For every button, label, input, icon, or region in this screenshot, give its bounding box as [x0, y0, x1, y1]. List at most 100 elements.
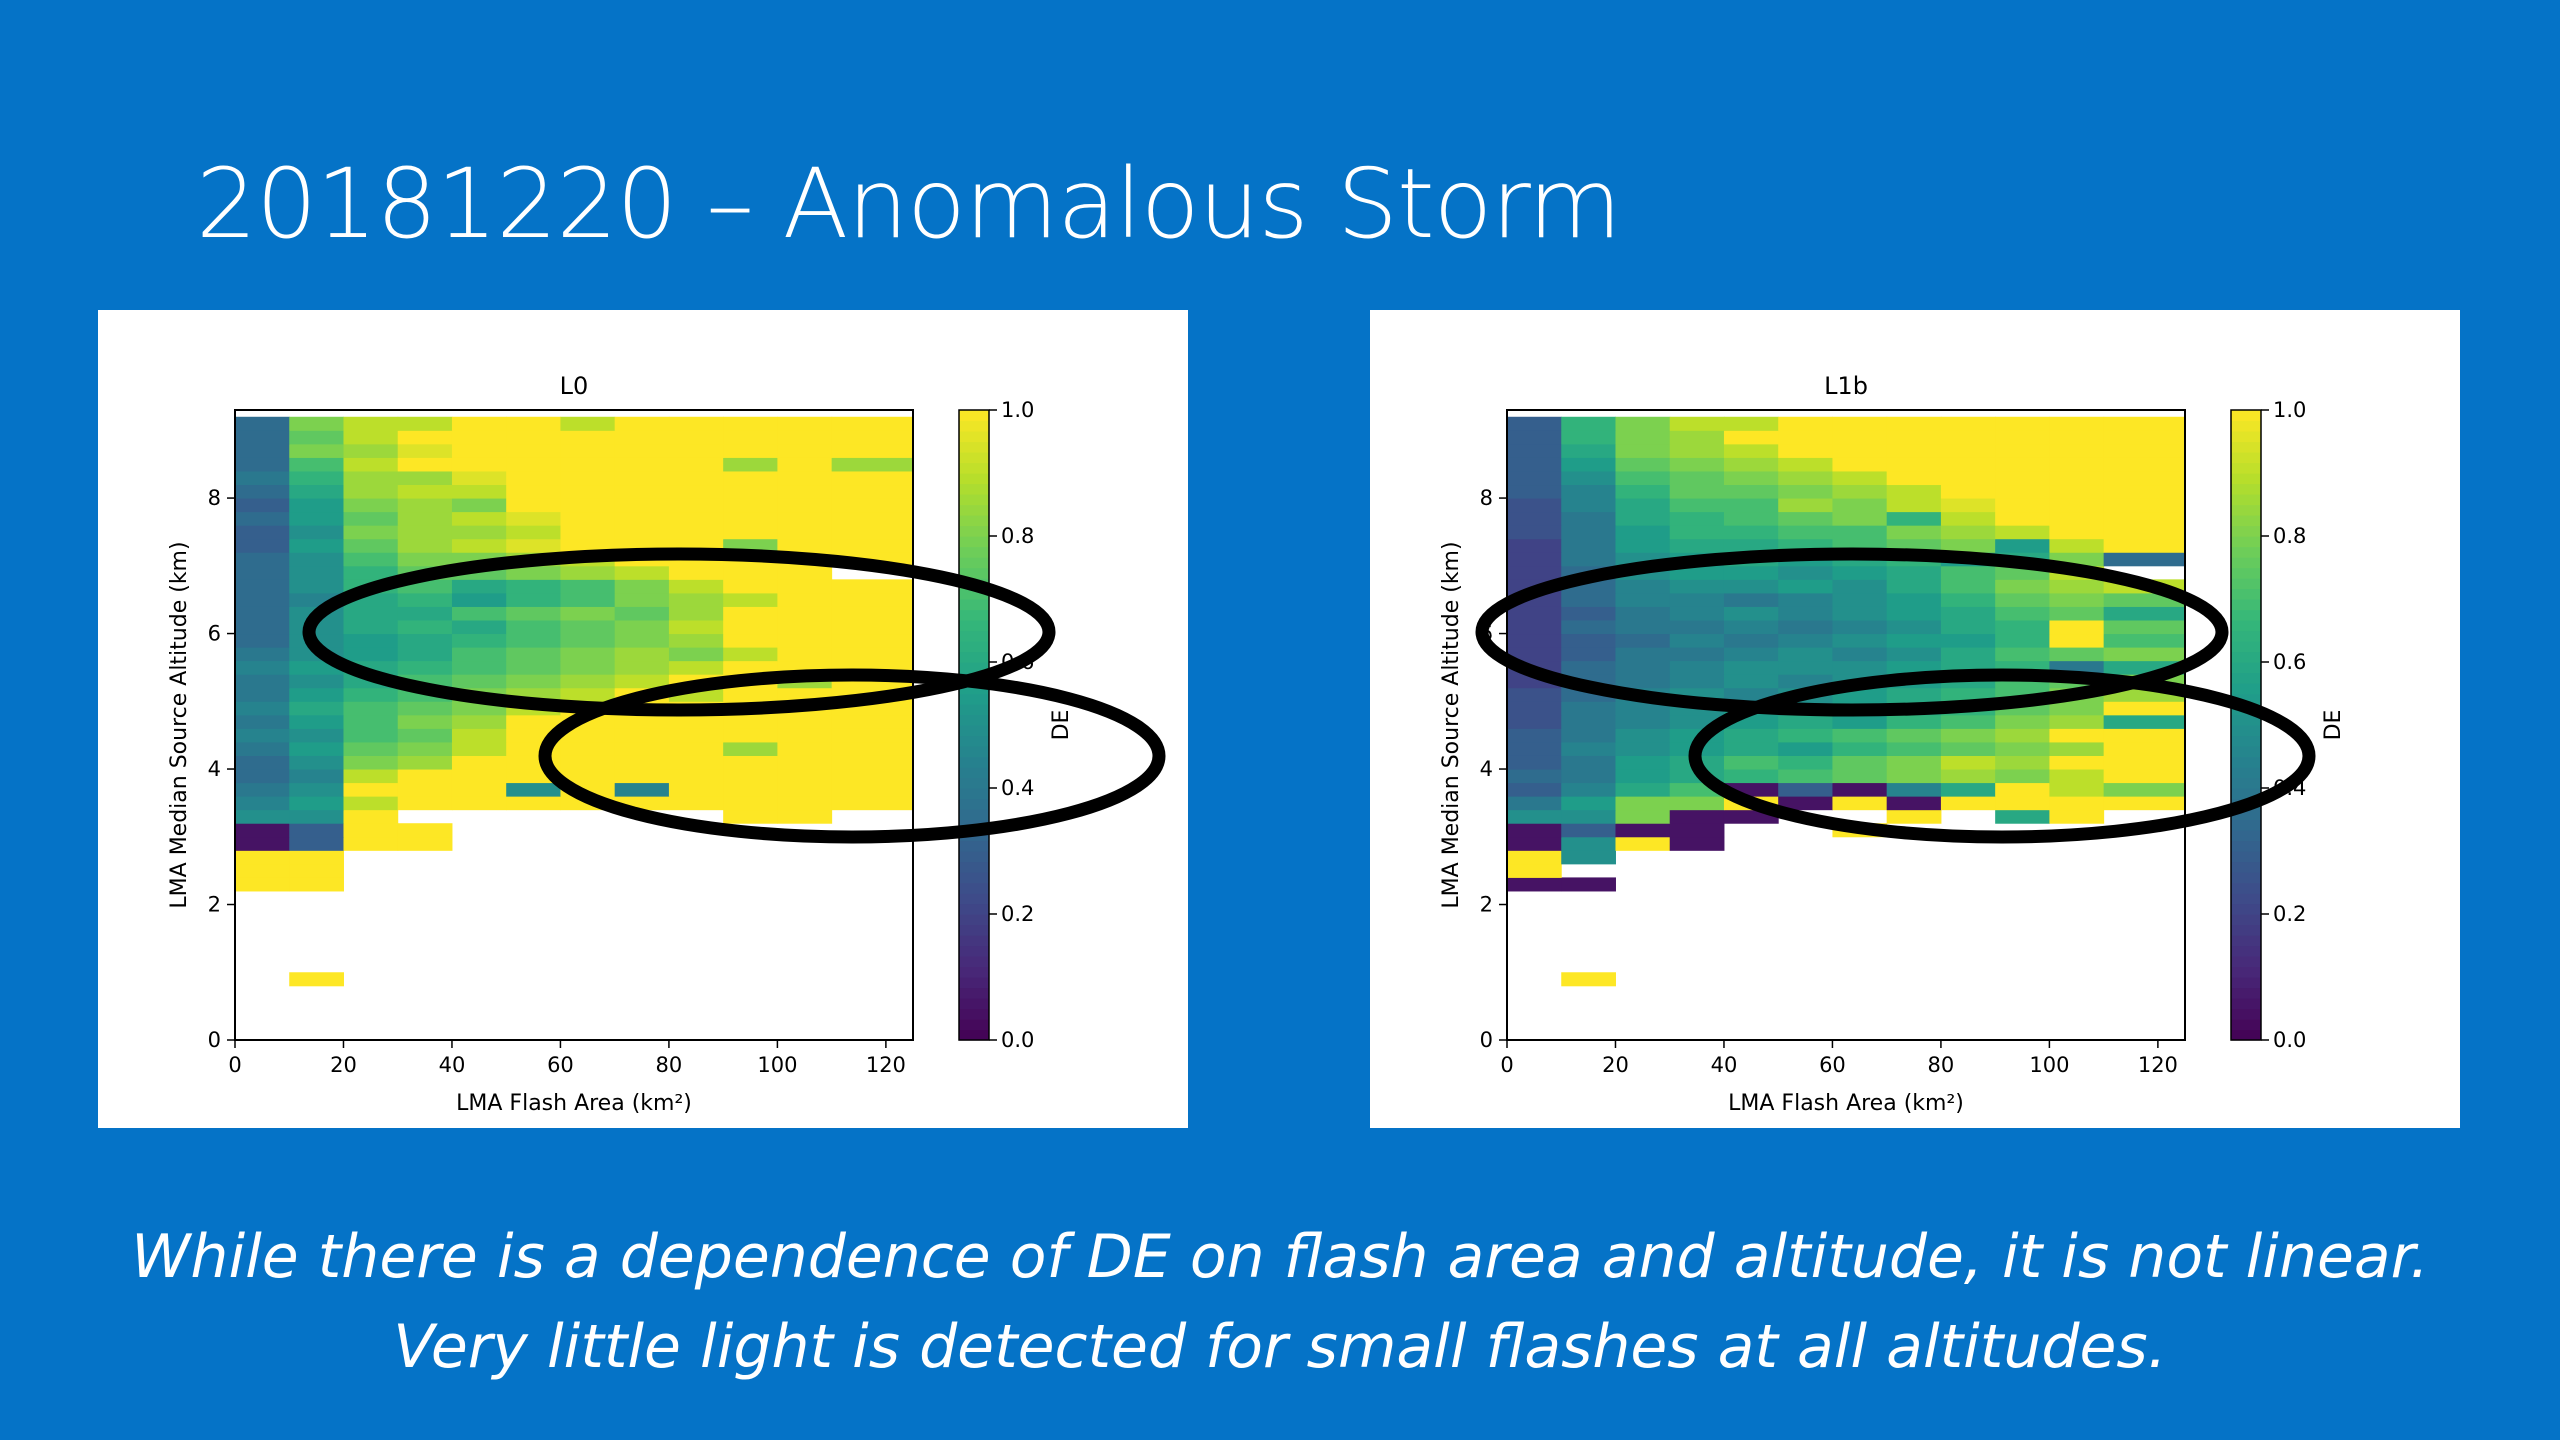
- heatmap-cell: [1940, 769, 1996, 784]
- heatmap-cell: [1886, 592, 1942, 607]
- colorbar-segment: [959, 788, 989, 800]
- heatmap-cell: [1832, 796, 1888, 811]
- heatmap-cell: [235, 714, 290, 729]
- heatmap-cell: [723, 741, 778, 756]
- heatmap-cell: [2103, 701, 2186, 716]
- heatmap-cell: [1669, 484, 1725, 499]
- heatmap-cell: [1507, 620, 1562, 635]
- heatmap-cell: [831, 647, 914, 662]
- heatmap-cell: [1832, 633, 1888, 648]
- heatmap-cell: [1723, 498, 1779, 513]
- heatmap-cell: [777, 430, 833, 445]
- colorbar-segment: [959, 798, 989, 810]
- heatmap-cell: [343, 511, 399, 526]
- heatmap-cell: [1723, 538, 1779, 553]
- heatmap-cell: [235, 877, 290, 892]
- heatmap-cell: [1507, 470, 1562, 486]
- heatmap-cell: [831, 714, 914, 729]
- colorbar-segment: [2231, 578, 2261, 590]
- heatmap-cell: [723, 714, 778, 729]
- y-tick-label: 4: [1480, 757, 1493, 781]
- heatmap-cell: [397, 769, 453, 784]
- heatmap-cell: [1886, 606, 1942, 621]
- heatmap-cell: [1995, 633, 2050, 648]
- colorbar-segment: [959, 567, 989, 579]
- heatmap-cell: [397, 606, 453, 621]
- heatmap-cell: [1886, 470, 1942, 486]
- heatmap-cell: [1778, 796, 1833, 811]
- y-tick-label: 2: [1480, 893, 1493, 917]
- heatmap-cell: [831, 620, 914, 635]
- colorbar-segment: [2231, 536, 2261, 548]
- heatmap-cell: [1615, 728, 1671, 743]
- y-tick-label: 0: [208, 1028, 221, 1052]
- colorbar-segment: [2231, 504, 2261, 516]
- heatmap-cell: [1615, 674, 1671, 689]
- heatmap-cell: [451, 647, 507, 662]
- colorbar-segment: [959, 473, 989, 485]
- heatmap-cell: [1723, 457, 1779, 472]
- heatmap-cell: [1669, 416, 1725, 431]
- x-tick-label: 120: [2138, 1053, 2178, 1077]
- heatmap-cell: [1615, 443, 1671, 458]
- heatmap-cell: [777, 592, 833, 607]
- colorbar-tick-label: 0.0: [1001, 1028, 1034, 1052]
- heatmap-cell: [2049, 525, 2105, 540]
- heatmap-cell: [1778, 484, 1833, 499]
- heatmap-cell: [235, 443, 290, 458]
- heatmap-cell: [831, 741, 914, 756]
- heatmap-cell: [1832, 755, 1888, 770]
- heatmap-cell: [777, 525, 833, 540]
- heatmap-cell: [1723, 484, 1779, 499]
- y-tick-label: 4: [208, 757, 221, 781]
- heatmap-cell: [397, 836, 453, 851]
- heatmap-cell: [451, 470, 507, 486]
- heatmap-cell: [397, 525, 453, 540]
- heatmap-cell: [723, 796, 778, 811]
- colorbar-segment: [2231, 840, 2261, 852]
- heatmap-cell: [289, 457, 344, 472]
- heatmap-cell: [668, 782, 724, 797]
- heatmap-cell: [1561, 538, 1616, 553]
- heatmap-cell: [235, 484, 290, 499]
- heatmap-cell: [560, 592, 616, 607]
- colorbar-segment: [2231, 452, 2261, 464]
- heatmap-cell: [1832, 769, 1888, 784]
- heatmap-cell: [1832, 660, 1888, 675]
- heatmap-cell: [831, 484, 914, 499]
- heatmap-cell: [1940, 782, 1996, 797]
- heatmap-cell: [1507, 796, 1562, 811]
- heatmap-cell: [1507, 741, 1562, 756]
- heatmap-cell: [1940, 579, 1996, 594]
- colorbar-segment: [2231, 788, 2261, 800]
- heatmap-cell: [397, 498, 453, 513]
- heatmap-cell: [343, 484, 399, 499]
- heatmap-cell: [1507, 877, 1562, 892]
- heatmap-cell: [235, 741, 290, 756]
- heatmap-cell: [2049, 538, 2105, 553]
- heatmap-cell: [1886, 796, 1942, 811]
- heatmap-cell: [343, 823, 399, 838]
- heatmap-cell: [723, 782, 778, 797]
- colorbar-segment: [959, 851, 989, 863]
- heatmap-cell: [1778, 647, 1833, 662]
- heatmap-cell: [1940, 728, 1996, 743]
- heatmap-cell: [2049, 796, 2105, 811]
- heatmap-cell: [777, 606, 833, 621]
- colorbar-segment: [2231, 903, 2261, 915]
- heatmap-cell: [2049, 809, 2105, 824]
- heatmap-cell: [397, 741, 453, 756]
- colorbar-segment: [2231, 714, 2261, 726]
- heatmap-cell: [723, 484, 778, 499]
- colorbar-segment: [959, 462, 989, 474]
- heatmap-cell: [1940, 565, 1996, 580]
- heatmap-cell: [1561, 660, 1616, 675]
- heatmap-cell: [614, 565, 670, 580]
- heatmap-cell: [451, 498, 507, 513]
- x-tick-label: 60: [547, 1053, 574, 1077]
- heatmap-cell: [831, 416, 914, 431]
- heatmap-cell: [343, 552, 399, 567]
- heatmap-cell: [235, 498, 290, 513]
- colorbar-segment: [959, 662, 989, 674]
- heatmap-cell: [289, 538, 344, 553]
